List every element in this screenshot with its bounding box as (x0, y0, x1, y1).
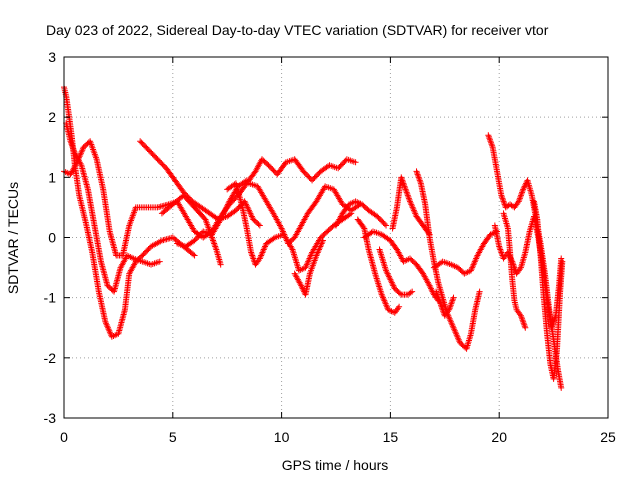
y-tick-label: -2 (44, 350, 57, 366)
data-point (319, 237, 326, 244)
data-marks (61, 84, 566, 391)
series-track-11 (354, 216, 403, 316)
x-tick-label: 10 (274, 429, 290, 445)
series-track-19 (491, 213, 565, 331)
series-track-20 (500, 210, 529, 331)
series-track-10 (333, 198, 390, 229)
axis-ticks: 0 5 10 15 20 25 -3 -2 -1 0 1 2 3 (44, 49, 616, 445)
data-point (191, 252, 198, 259)
series-track-6 (174, 177, 250, 250)
data-point (346, 211, 353, 218)
series-track-3 (63, 120, 163, 295)
series-track-2 (61, 138, 359, 259)
series-track-13 (376, 246, 416, 298)
x-tick-label: 0 (60, 429, 68, 445)
data-point (190, 251, 197, 258)
y-tick-label: 0 (48, 230, 56, 246)
data-point (383, 222, 390, 229)
x-tick-label: 15 (383, 429, 399, 445)
data-point (352, 159, 359, 166)
series-track-16 (430, 228, 501, 277)
data-point (243, 177, 250, 184)
data-point (558, 255, 565, 262)
data-point (242, 178, 249, 185)
data-point (559, 258, 566, 265)
series-track-9 (291, 237, 326, 298)
data-point (558, 384, 565, 391)
data-point (256, 222, 263, 229)
x-tick-label: 25 (600, 429, 616, 445)
series-track-17 (433, 288, 457, 319)
series-track-12 (361, 228, 442, 304)
x-tick-label: 20 (491, 429, 507, 445)
series-track-18 (485, 132, 565, 391)
data-point (156, 258, 163, 265)
y-tick-label: 3 (48, 49, 56, 65)
series-track-15 (413, 168, 483, 352)
y-tick-label: -3 (44, 410, 57, 426)
data-point (270, 235, 277, 242)
series-track-5 (158, 192, 224, 268)
x-tick-label: 5 (169, 429, 177, 445)
data-point (381, 221, 388, 228)
series-track-21 (531, 198, 566, 382)
data-point (396, 290, 403, 297)
y-tick-label: -1 (44, 290, 57, 306)
series-track-1 (61, 84, 198, 340)
data-point (407, 289, 414, 296)
data-point (360, 224, 367, 231)
data-point (217, 261, 224, 268)
data-point (255, 221, 262, 228)
data-point (450, 294, 457, 301)
data-point (522, 324, 529, 331)
chart-title: Day 023 of 2022, Sidereal Day-to-day VTE… (46, 22, 549, 38)
data-point (396, 303, 403, 310)
grid-lines (64, 57, 608, 418)
data-point (409, 288, 416, 295)
data-point (476, 288, 483, 295)
y-tick-label: 2 (48, 109, 56, 125)
x-axis-label: GPS time / hours (282, 457, 389, 473)
y-axis-label: SDTVAR / TECUs (5, 182, 21, 294)
y-tick-label: 1 (48, 169, 56, 185)
data-point (509, 203, 516, 210)
